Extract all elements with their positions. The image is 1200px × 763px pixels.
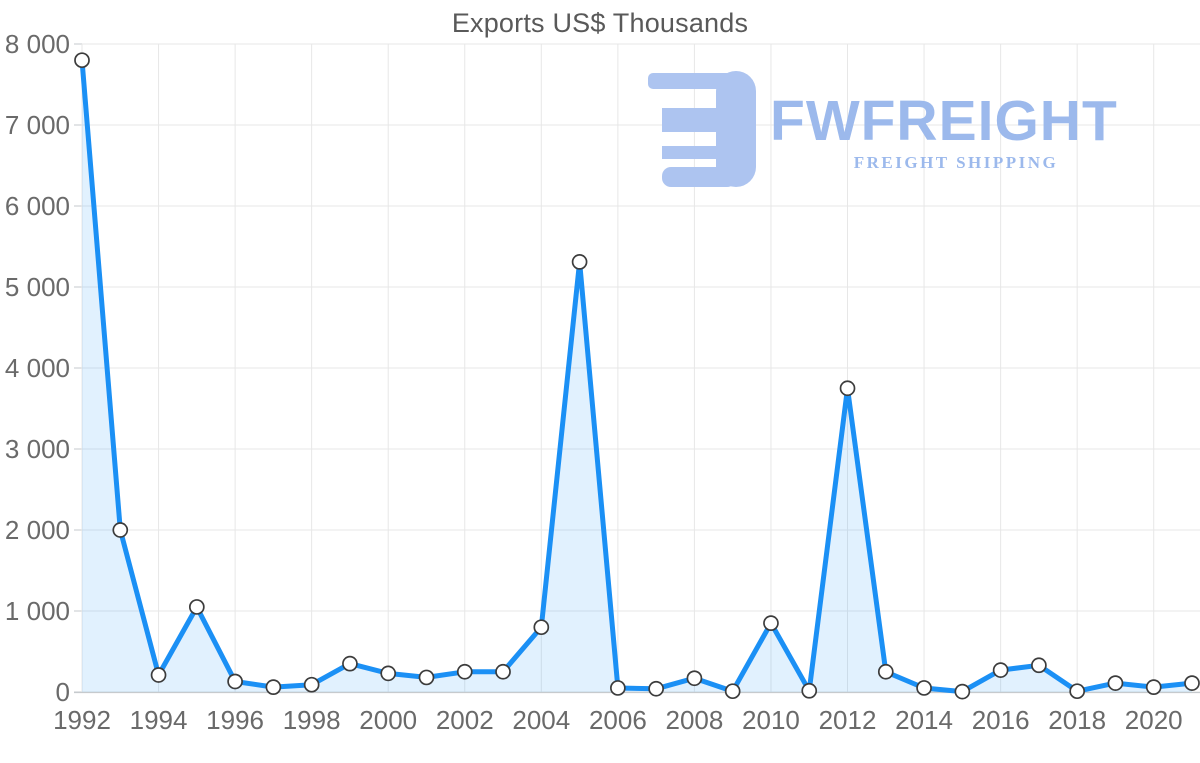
data-point bbox=[1107, 675, 1124, 691]
x-tick-label: 2012 bbox=[819, 705, 877, 735]
data-point bbox=[916, 680, 932, 696]
x-tick-label: 2018 bbox=[1048, 705, 1106, 735]
data-point bbox=[801, 682, 818, 699]
x-tick-label: 2008 bbox=[665, 705, 723, 735]
data-point bbox=[533, 619, 550, 636]
y-tick-label: 4 000 bbox=[5, 353, 70, 383]
y-tick-label: 3 000 bbox=[5, 434, 70, 464]
data-point bbox=[1145, 679, 1162, 695]
data-point bbox=[1184, 675, 1200, 691]
data-point bbox=[648, 680, 664, 697]
y-tick-label: 6 000 bbox=[5, 191, 70, 221]
x-tick-label: 2016 bbox=[972, 705, 1030, 735]
data-point bbox=[1069, 683, 1086, 700]
x-tick-label: 2002 bbox=[436, 705, 494, 735]
data-point bbox=[724, 683, 741, 700]
data-point bbox=[112, 522, 129, 538]
data-point bbox=[188, 599, 205, 615]
data-point bbox=[342, 655, 358, 672]
x-tick-label: 2010 bbox=[742, 705, 800, 735]
data-point bbox=[992, 662, 1009, 678]
x-tick-label: 2004 bbox=[512, 705, 570, 735]
data-point bbox=[380, 665, 397, 682]
data-point bbox=[610, 680, 626, 696]
data-point bbox=[456, 663, 473, 680]
x-tick-label: 2000 bbox=[359, 705, 417, 735]
data-point bbox=[571, 254, 588, 270]
y-tick-label: 8 000 bbox=[5, 29, 70, 59]
data-point bbox=[150, 667, 167, 683]
data-point bbox=[877, 663, 894, 680]
y-tick-label: 0 bbox=[56, 677, 70, 707]
data-point bbox=[686, 670, 703, 687]
data-point bbox=[954, 683, 971, 700]
x-tick-label: 1994 bbox=[130, 705, 188, 735]
y-tick-label: 2 000 bbox=[5, 515, 70, 545]
x-tick-label: 2006 bbox=[589, 705, 647, 735]
data-point bbox=[74, 52, 90, 69]
series-line bbox=[79, 57, 1195, 695]
y-tick-label: 1 000 bbox=[5, 596, 70, 626]
data-point bbox=[227, 673, 243, 690]
x-tick-label: 2014 bbox=[895, 705, 953, 735]
y-tick-label: 5 000 bbox=[5, 272, 70, 302]
x-tick-label: 1992 bbox=[53, 705, 111, 735]
data-point bbox=[495, 663, 511, 680]
y-tick-label: 7 000 bbox=[5, 110, 70, 140]
data-point bbox=[763, 615, 779, 632]
x-tick-label: 2020 bbox=[1125, 705, 1183, 735]
data-point bbox=[839, 380, 856, 397]
chart-title: Exports US$ Thousands bbox=[451, 8, 749, 38]
series-area-fill bbox=[82, 60, 1192, 692]
data-point bbox=[265, 679, 282, 695]
x-tick-label: 1996 bbox=[206, 705, 264, 735]
x-tick-label: 1998 bbox=[283, 705, 341, 735]
data-point bbox=[303, 676, 320, 693]
data-point bbox=[1031, 657, 1047, 674]
data-point bbox=[418, 669, 435, 686]
